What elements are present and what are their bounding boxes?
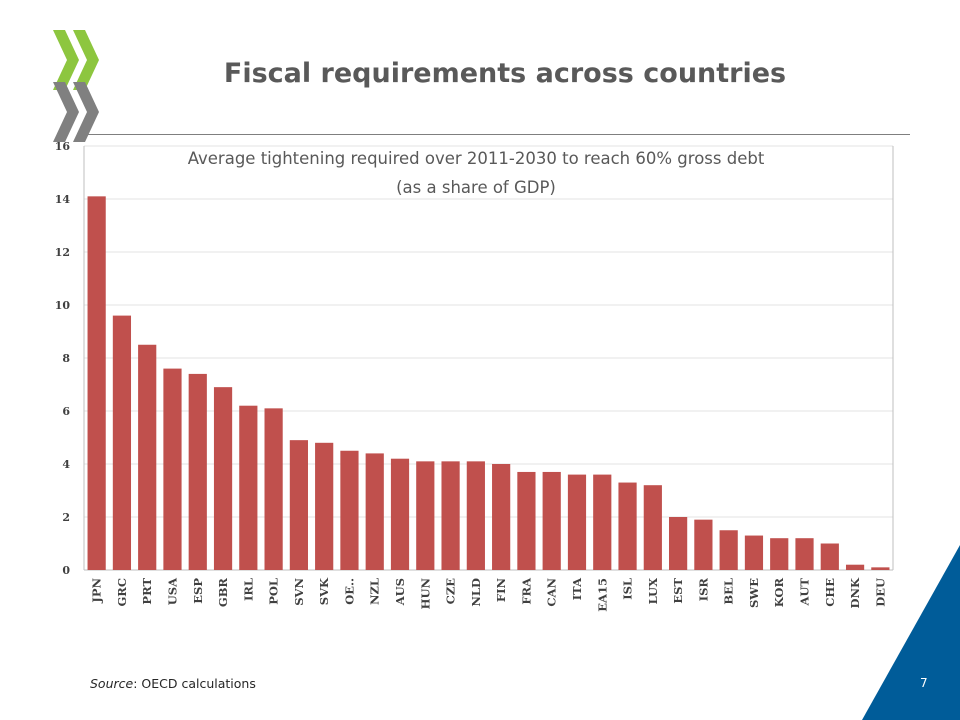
bar-esp: [188, 373, 207, 570]
x-tick-label: HUN: [418, 578, 432, 610]
source-text: : OECD calculations: [133, 676, 256, 691]
x-tick-label: USA: [165, 577, 179, 605]
bar-est: [669, 517, 688, 570]
x-tick-label: AUS: [393, 578, 407, 606]
x-tick-label: SVN: [292, 578, 306, 606]
bar-jpn: [87, 196, 106, 570]
x-tick-label: CAN: [545, 578, 559, 607]
x-tick-label: NLD: [469, 578, 483, 607]
x-tick-label: ISL: [621, 578, 635, 600]
x-tick-label: LUX: [646, 578, 660, 604]
bar-cze: [441, 461, 460, 570]
bar-grc: [112, 315, 132, 570]
x-tick-label: IRL: [241, 578, 255, 601]
bar-bel: [719, 530, 738, 570]
logo-chevron-green-1: [53, 30, 79, 90]
bar-oe: [340, 450, 359, 570]
y-tick-label: 2: [62, 511, 70, 524]
logo-chevron-grey-2: [73, 82, 99, 142]
logo-chevron-grey-1: [53, 82, 79, 142]
y-tick-label: 8: [62, 352, 70, 365]
x-tick-label: DEU: [873, 578, 887, 607]
logo-chevron-green-2: [73, 30, 99, 90]
bar-pol: [264, 408, 283, 570]
bar-prt: [138, 344, 157, 570]
chart-title-line-1: Average tightening required over 2011-20…: [188, 149, 765, 168]
y-tick-label: 6: [62, 405, 70, 418]
x-tick-label: DNK: [848, 577, 862, 608]
x-tick-label: BEL: [722, 578, 736, 605]
y-axis-tick-labels: 0 2 4 6 8 10 12 14 16: [55, 140, 71, 577]
slide-title: Fiscal requirements across countries: [223, 58, 787, 89]
x-tick-label: AUT: [798, 578, 812, 607]
source-label: Source: [90, 676, 134, 691]
oecd-logo-icon: [53, 30, 99, 142]
bar-usa: [163, 368, 182, 570]
y-tick-label: 12: [55, 246, 70, 259]
bar-ita: [567, 474, 587, 570]
source-note: Source: OECD calculations: [90, 676, 256, 691]
y-tick-label: 4: [62, 458, 70, 471]
title-divider: [78, 134, 910, 135]
bar-aus: [390, 458, 410, 570]
x-axis-tick-labels: JPN GRC PRT USA ESP GBR IRL POL SVN SVK OE.. NZL AUS…: [90, 577, 888, 612]
x-tick-label: POL: [267, 578, 281, 605]
bar-isl: [618, 482, 637, 570]
x-tick-label: FIN: [494, 578, 508, 603]
chart-bars: [87, 196, 890, 570]
x-tick-label: KOR: [772, 578, 786, 608]
bar-kor: [770, 538, 789, 570]
bar-nzl: [365, 453, 384, 570]
bar-fin: [492, 464, 511, 570]
bar-che: [820, 543, 839, 570]
y-tick-label: 16: [55, 140, 71, 153]
x-tick-label: EA15: [595, 578, 609, 612]
bar-can: [542, 471, 561, 570]
x-tick-label: CHE: [823, 578, 837, 607]
bar-hun: [416, 461, 435, 570]
x-tick-label: FRA: [519, 577, 533, 605]
bar-gbr: [213, 387, 233, 570]
x-tick-label: JPN: [90, 578, 104, 604]
x-tick-label: ITA: [570, 577, 584, 600]
bar-deu: [871, 567, 890, 570]
x-tick-label: OE..: [342, 578, 356, 605]
x-tick-label: GBR: [216, 578, 230, 608]
x-tick-label: PRT: [140, 578, 154, 605]
bar-dnk: [845, 564, 865, 570]
bar-svn: [289, 440, 308, 570]
bar-irl: [239, 405, 258, 570]
bar-isr: [694, 519, 713, 570]
x-tick-label: GRC: [115, 578, 129, 607]
bar-lux: [643, 485, 662, 570]
bar-nld: [466, 461, 485, 570]
page-number: 7: [920, 676, 928, 690]
bar-fra: [517, 471, 536, 570]
x-tick-label: ISR: [696, 578, 710, 602]
x-tick-label: CZE: [444, 578, 458, 605]
bar-ea15: [593, 474, 612, 570]
y-tick-label: 10: [55, 299, 71, 312]
x-tick-label: SWE: [747, 578, 761, 608]
x-tick-label: ESP: [191, 578, 205, 604]
x-tick-label: EST: [671, 578, 685, 604]
bar-aut: [795, 538, 814, 570]
y-tick-label: 14: [55, 193, 71, 206]
x-tick-label: NZL: [368, 578, 382, 605]
bar-svk: [315, 442, 334, 570]
chart-title-line-2: (as a share of GDP): [396, 178, 556, 197]
x-tick-label: SVK: [317, 577, 331, 605]
y-tick-label: 0: [62, 564, 70, 577]
bar-swe: [744, 535, 764, 570]
